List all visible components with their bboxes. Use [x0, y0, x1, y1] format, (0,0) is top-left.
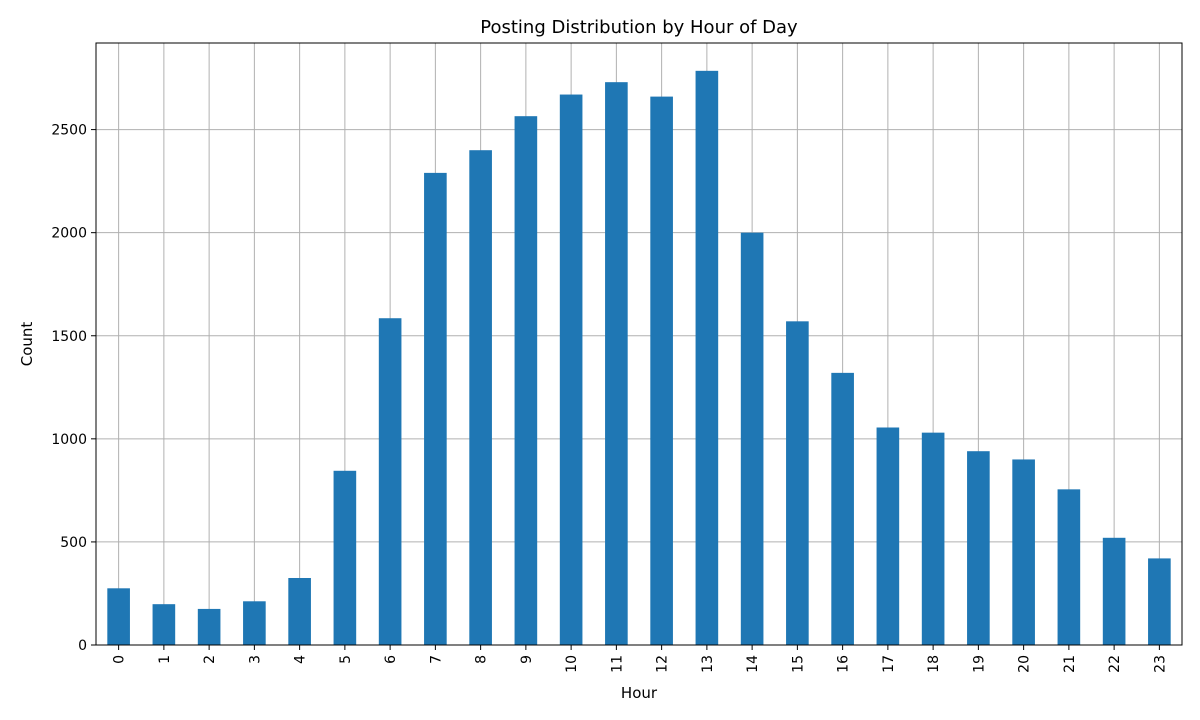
bar-hour-22: [1102, 537, 1126, 645]
x-tick-label: 12: [655, 655, 671, 673]
chart-title: Posting Distribution by Hour of Day: [480, 17, 798, 38]
x-tick-label: 1: [157, 655, 173, 664]
x-tick-label: 2: [202, 655, 218, 664]
bar-hour-3: [243, 601, 266, 645]
bar-hour-12: [650, 96, 673, 646]
x-tick-label: 14: [745, 655, 761, 673]
y-tick-label: 1500: [51, 329, 87, 345]
bar-hour-5: [333, 470, 357, 645]
bar-hour-21: [1057, 489, 1081, 645]
x-tick-label: 21: [1062, 655, 1078, 673]
x-tick-label: 4: [293, 655, 309, 664]
x-tick-label: 9: [519, 655, 535, 664]
bar-hour-9: [514, 116, 538, 645]
x-tick-label: 23: [1152, 655, 1168, 673]
x-tick-label: 0: [112, 655, 128, 664]
x-tick-label: 5: [338, 655, 354, 664]
x-tick-label: 3: [247, 655, 263, 664]
x-tick-label: 15: [790, 655, 806, 673]
x-axis-title: Hour: [621, 684, 658, 702]
x-tick-label: 11: [609, 655, 625, 673]
x-tick-label: 10: [564, 655, 580, 673]
y-tick-label: 2000: [51, 226, 87, 242]
bar-hour-6: [378, 318, 402, 645]
x-tick-label: 16: [836, 655, 852, 673]
bar-hour-19: [967, 451, 990, 645]
bar-hour-16: [831, 372, 854, 645]
y-axis-title: Count: [18, 322, 36, 367]
y-tick-label: 500: [60, 535, 87, 551]
x-tick-label: 18: [926, 655, 942, 673]
x-tick-label: 7: [428, 655, 444, 664]
y-tick-label: 2500: [51, 123, 87, 139]
bar-hour-10: [559, 94, 583, 646]
bar-hour-1: [152, 604, 176, 645]
x-tick-label: 8: [474, 655, 490, 664]
x-tick-label: 22: [1107, 655, 1123, 673]
x-tick-label: 13: [700, 655, 716, 673]
bar-hour-2: [197, 608, 221, 645]
x-tick-label: 6: [383, 655, 399, 664]
x-tick-label: 20: [1017, 655, 1033, 673]
bar-hour-23: [1148, 558, 1171, 645]
bar-hour-13: [695, 70, 719, 645]
x-tick-label: 17: [881, 655, 897, 673]
x-tick-label: 19: [971, 655, 987, 673]
bar-hour-4: [288, 577, 311, 645]
bar-hour-15: [786, 321, 809, 645]
bar-hour-20: [1012, 459, 1035, 645]
bars: [107, 70, 1171, 646]
bar-hour-17: [876, 427, 900, 645]
bar-hour-14: [740, 232, 764, 645]
bar-hour-0: [107, 588, 130, 645]
y-tick-label: 1000: [51, 432, 87, 448]
y-tick-label: 0: [78, 638, 87, 654]
bar-hour-8: [469, 150, 492, 645]
bar-hour-7: [424, 172, 447, 646]
bar-hour-11: [605, 82, 628, 645]
plot-frame: [95, 42, 1183, 646]
bar-hour-18: [921, 432, 945, 645]
